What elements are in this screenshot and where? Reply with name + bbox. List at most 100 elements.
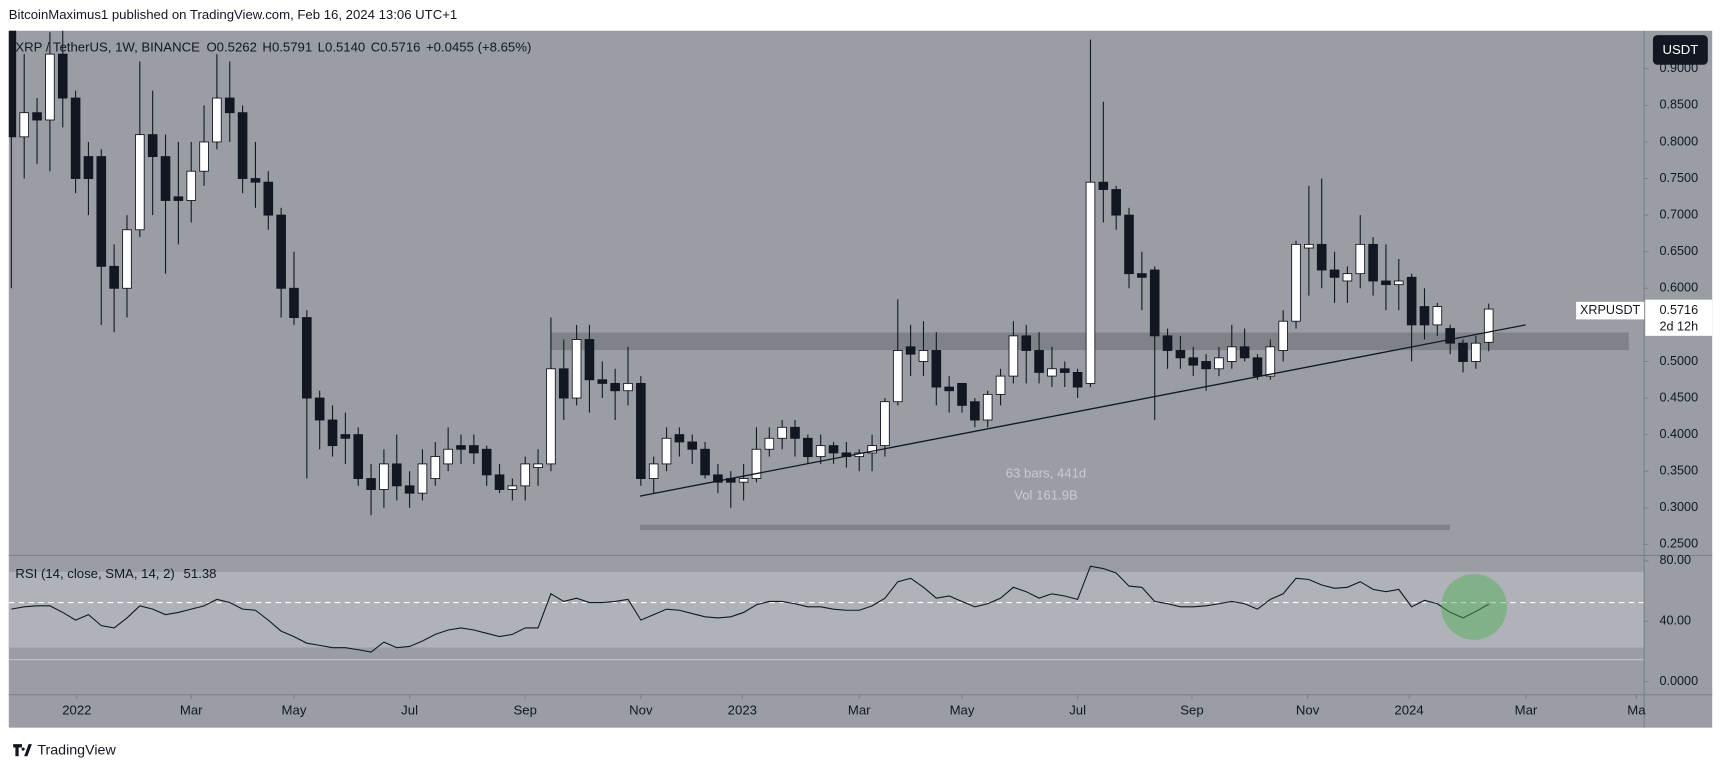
rsi-value: 51.38	[184, 567, 217, 582]
candle-body-up	[648, 463, 659, 479]
y-tick-label: 0.3000	[1660, 500, 1699, 514]
x-tick-label: Nov	[629, 703, 653, 718]
y-tick-label: 0.2500	[1660, 537, 1699, 551]
candle-body-up	[1226, 346, 1237, 362]
candle-body-down	[558, 368, 569, 399]
candle-body-down	[674, 434, 685, 443]
candle-body-down	[1034, 350, 1044, 373]
symbol-tag-text: XRPUSDT	[1580, 303, 1641, 317]
candle-body-down	[160, 156, 171, 201]
candle-body-up	[738, 478, 749, 483]
candle-body-up	[995, 375, 1006, 395]
rsi-tick-label: 80.00	[1660, 553, 1692, 567]
footer-logo	[13, 744, 32, 757]
currency-button[interactable]	[1652, 35, 1708, 65]
candle-body-up	[1265, 346, 1276, 377]
candle-body-up	[1047, 368, 1057, 377]
candle-body-down	[70, 97, 81, 179]
candle-body-down	[584, 339, 595, 381]
candle-body-up	[186, 170, 197, 201]
y-tick-label: 0.8000	[1660, 134, 1699, 148]
header: BitcoinMaximus1 published on TradingView…	[9, 7, 457, 22]
candle-body-down	[353, 434, 364, 479]
candle-body-up	[777, 426, 787, 439]
candle-body-down	[1137, 273, 1147, 278]
currency-button-label[interactable]: USDT	[1662, 42, 1698, 57]
candle-body-down	[404, 485, 415, 494]
candle-body-up	[1342, 273, 1353, 282]
y-tick-label: 0.6000	[1660, 281, 1699, 295]
candle-body-down	[597, 379, 608, 384]
candle-body-down	[481, 448, 492, 476]
x-tick-label: Jul	[1069, 703, 1086, 718]
candle-body-up	[982, 393, 993, 421]
candle-body-down	[828, 445, 839, 454]
trend-line	[639, 324, 1526, 497]
candle-body-up	[1471, 342, 1481, 362]
candle-body-down	[469, 445, 479, 454]
rsi-tick-label: 40.00	[1660, 614, 1692, 628]
candle-body-down	[1072, 372, 1083, 388]
candle-body-down	[610, 382, 620, 392]
x-tick-label: Mar	[180, 703, 203, 718]
candle-body-up	[815, 445, 826, 458]
ohlc-value: 0.5791	[272, 40, 312, 55]
candle-body-down	[1111, 189, 1121, 216]
ohlc-value: 0.5140	[325, 40, 365, 55]
candle-body-up	[45, 53, 55, 121]
candle-body-up	[751, 448, 762, 479]
candle-body-down	[1098, 181, 1109, 190]
change: +0.0455 (+8.65%)	[426, 40, 531, 55]
candle-body-up	[1008, 335, 1019, 377]
rsi-band	[8, 571, 1645, 648]
candle-body-down	[1419, 306, 1430, 326]
candle-body-down	[366, 478, 376, 490]
rsi-line	[11, 565, 1490, 653]
x-tick-label: 2023	[728, 703, 757, 718]
candle-body-down	[314, 397, 325, 421]
candle-body-up	[199, 141, 209, 172]
candle-body-down	[1445, 328, 1455, 344]
candle-body-down	[96, 156, 107, 267]
candle-body-up	[379, 463, 389, 490]
candle-body-up	[1432, 306, 1443, 326]
candle-body-down	[391, 463, 402, 487]
candle-body-down	[237, 112, 248, 179]
candle-body-down	[1124, 214, 1134, 275]
candle-body-up	[1355, 243, 1366, 275]
candle-body-up	[546, 368, 556, 465]
candle-body-down	[1368, 243, 1378, 282]
candle-body-down	[1162, 335, 1173, 351]
candle-body-up	[1483, 308, 1494, 343]
ohlc-label: L	[318, 40, 325, 55]
candle-body-up	[880, 401, 890, 447]
candle-body-down	[1175, 350, 1186, 359]
x-tick-label: May	[950, 703, 975, 718]
candle-body-up	[507, 485, 518, 490]
candle-body-down	[931, 350, 942, 388]
rsi-legend: RSI (14, close, SMA, 14, 2) 51.38	[15, 567, 216, 582]
candle-body-down	[327, 419, 338, 447]
candle-body-down	[636, 382, 646, 479]
candle-body-down	[173, 196, 184, 201]
y-tick-label: 0.8500	[1660, 98, 1699, 112]
rsi-title: RSI (14, close, SMA, 14, 2)	[15, 567, 174, 582]
candle-body-down	[1059, 368, 1070, 373]
candle-body-down	[8, 30, 17, 138]
candle-body-down	[803, 437, 813, 458]
symbol-tag	[1576, 301, 1645, 320]
y-tick-label: 0.7000	[1660, 207, 1699, 221]
candle-body-down	[1458, 342, 1468, 362]
highlight-circle	[1441, 574, 1507, 640]
candle-body-down	[109, 265, 119, 289]
candle-body-down	[1406, 276, 1417, 326]
ohlc-value: 0.5262	[217, 40, 257, 55]
candle-body-down	[494, 474, 505, 490]
ohlc-label: H	[262, 40, 272, 55]
candle-body-up	[1393, 280, 1404, 286]
candle-body-down	[250, 178, 261, 183]
x-tick-label: May	[282, 703, 307, 718]
candle-body-down	[83, 156, 94, 179]
